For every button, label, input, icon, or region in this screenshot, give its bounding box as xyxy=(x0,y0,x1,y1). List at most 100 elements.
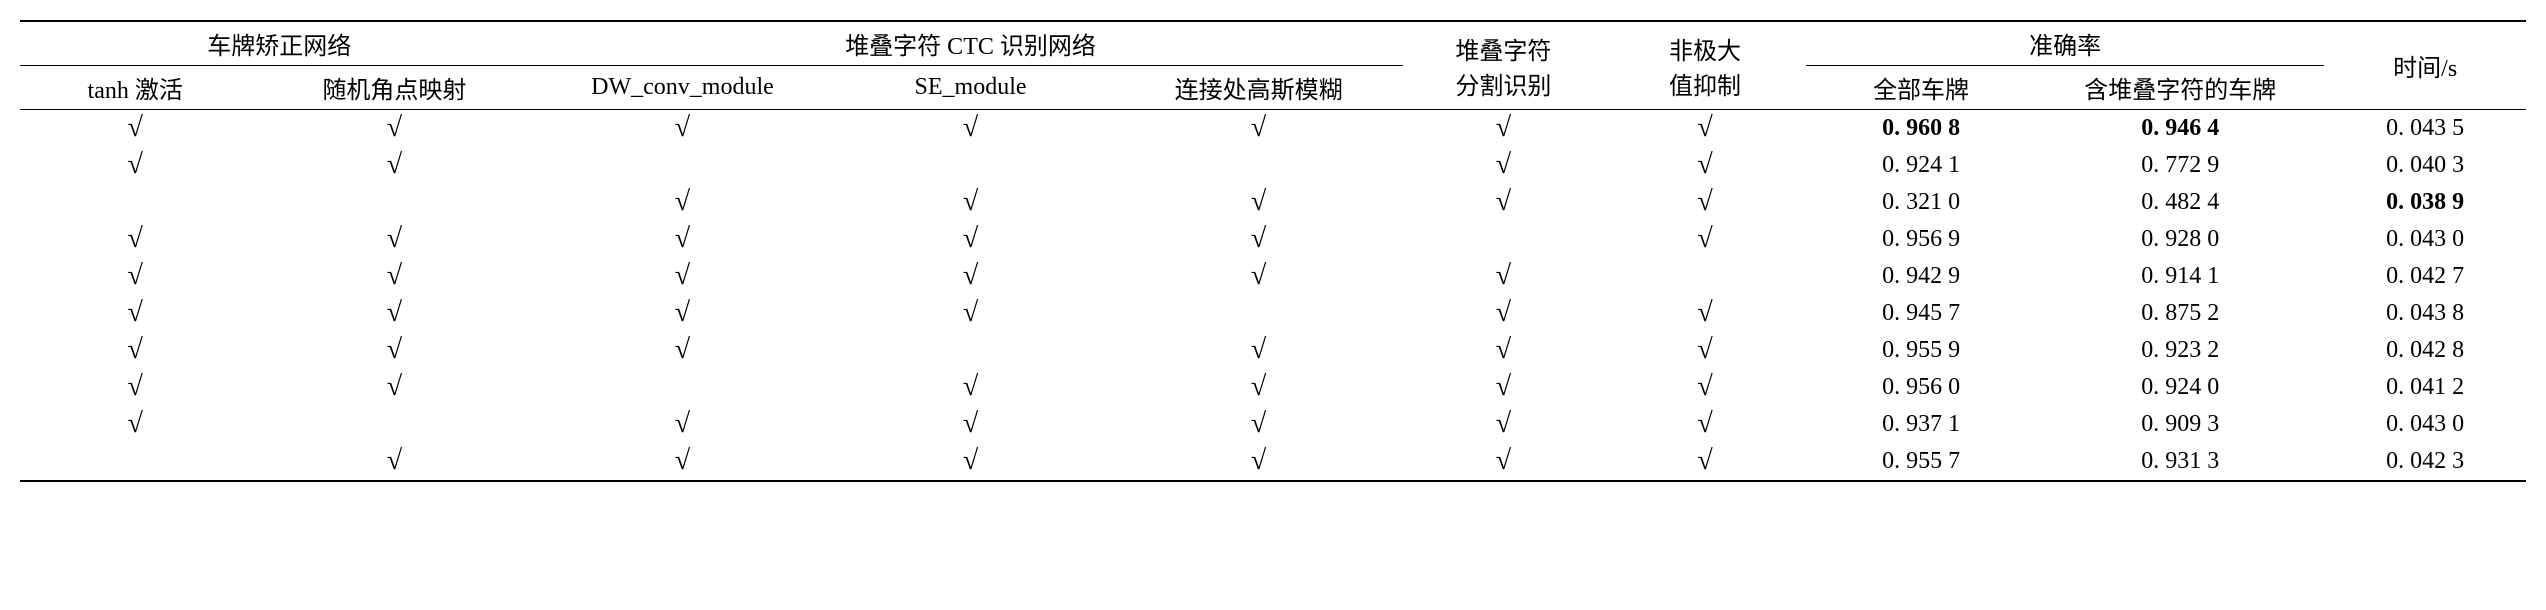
table-row: √√√√√0. 321 00. 482 40. 038 9 xyxy=(20,184,2526,221)
check-cell xyxy=(827,147,1115,184)
accuracy-all-cell: 0. 956 0 xyxy=(1806,369,2036,406)
check-cell: √ xyxy=(1604,295,1806,332)
check-cell: √ xyxy=(20,258,250,295)
time-cell: 0. 043 0 xyxy=(2324,221,2526,258)
header-group-accuracy: 准确率 xyxy=(1806,21,2324,66)
check-cell: √ xyxy=(827,295,1115,332)
check-cell: √ xyxy=(1115,184,1403,221)
check-icon: √ xyxy=(1697,297,1712,328)
check-icon: √ xyxy=(1697,334,1712,365)
check-icon: √ xyxy=(675,445,690,476)
time-cell: 0. 043 8 xyxy=(2324,295,2526,332)
accuracy-stacked-cell: 0. 931 3 xyxy=(2036,443,2324,481)
check-cell xyxy=(20,184,250,221)
table-row: √√√√√√0. 937 10. 909 30. 043 0 xyxy=(20,406,2526,443)
table-row: √√√√√√√0. 960 80. 946 40. 043 5 xyxy=(20,110,2526,148)
check-icon: √ xyxy=(963,186,978,217)
check-icon: √ xyxy=(1251,260,1266,291)
accuracy-stacked-cell: 0. 875 2 xyxy=(2036,295,2324,332)
accuracy-all-cell: 0. 955 7 xyxy=(1806,443,2036,481)
check-cell: √ xyxy=(538,258,826,295)
check-cell xyxy=(1604,258,1806,295)
subheader-gaussian: 连接处高斯模糊 xyxy=(1115,66,1403,110)
check-cell: √ xyxy=(827,369,1115,406)
check-icon: √ xyxy=(387,112,402,143)
check-icon: √ xyxy=(1251,408,1266,439)
check-cell xyxy=(827,332,1115,369)
check-cell: √ xyxy=(1604,406,1806,443)
check-cell xyxy=(250,406,538,443)
check-icon: √ xyxy=(1251,186,1266,217)
check-cell xyxy=(20,443,250,481)
check-cell: √ xyxy=(1403,295,1605,332)
check-icon: √ xyxy=(1697,408,1712,439)
check-cell: √ xyxy=(250,110,538,148)
check-cell: √ xyxy=(20,221,250,258)
check-cell: √ xyxy=(1115,110,1403,148)
check-cell xyxy=(250,184,538,221)
check-cell: √ xyxy=(250,443,538,481)
check-cell: √ xyxy=(1403,184,1605,221)
check-cell: √ xyxy=(1604,443,1806,481)
check-cell: √ xyxy=(1403,443,1605,481)
check-cell: √ xyxy=(1604,332,1806,369)
check-cell: √ xyxy=(1604,369,1806,406)
accuracy-stacked-cell: 0. 772 9 xyxy=(2036,147,2324,184)
table-row: √√√√√√0. 956 90. 928 00. 043 0 xyxy=(20,221,2526,258)
time-cell: 0. 040 3 xyxy=(2324,147,2526,184)
check-cell: √ xyxy=(250,295,538,332)
check-icon: √ xyxy=(1496,297,1511,328)
table-row: √√√√√√0. 942 90. 914 10. 042 7 xyxy=(20,258,2526,295)
check-cell: √ xyxy=(827,110,1115,148)
check-cell: √ xyxy=(538,443,826,481)
table-row: √√√√√√0. 955 70. 931 30. 042 3 xyxy=(20,443,2526,481)
check-cell: √ xyxy=(250,147,538,184)
subheader-acc-all: 全部车牌 xyxy=(1806,66,2036,110)
check-icon: √ xyxy=(128,297,143,328)
header-nms: 非极大 值抑制 xyxy=(1604,21,1806,110)
check-cell xyxy=(1115,147,1403,184)
header-time: 时间/s xyxy=(2324,21,2526,110)
check-cell: √ xyxy=(250,332,538,369)
check-cell: √ xyxy=(20,110,250,148)
accuracy-stacked-cell: 0. 482 4 xyxy=(2036,184,2324,221)
time-cell: 0. 042 7 xyxy=(2324,258,2526,295)
check-icon: √ xyxy=(1697,445,1712,476)
accuracy-stacked-cell: 0. 914 1 xyxy=(2036,258,2324,295)
check-cell: √ xyxy=(20,332,250,369)
check-icon: √ xyxy=(963,297,978,328)
check-icon: √ xyxy=(1697,371,1712,402)
check-cell: √ xyxy=(538,332,826,369)
check-icon: √ xyxy=(1251,223,1266,254)
check-icon: √ xyxy=(963,260,978,291)
accuracy-all-cell: 0. 942 9 xyxy=(1806,258,2036,295)
check-icon: √ xyxy=(387,445,402,476)
check-cell: √ xyxy=(20,369,250,406)
accuracy-stacked-cell: 0. 923 2 xyxy=(2036,332,2324,369)
check-icon: √ xyxy=(963,445,978,476)
check-cell: √ xyxy=(1115,258,1403,295)
check-cell: √ xyxy=(250,369,538,406)
check-icon: √ xyxy=(1496,445,1511,476)
check-icon: √ xyxy=(128,149,143,180)
time-cell: 0. 043 0 xyxy=(2324,406,2526,443)
check-icon: √ xyxy=(1251,371,1266,402)
table-row: √√√√√√0. 955 90. 923 20. 042 8 xyxy=(20,332,2526,369)
check-cell: √ xyxy=(250,258,538,295)
subheader-corner-map: 随机角点映射 xyxy=(250,66,538,110)
accuracy-all-cell: 0. 945 7 xyxy=(1806,295,2036,332)
ablation-table: 车牌矫正网络 堆叠字符 CTC 识别网络 堆叠字符 分割识别 非极大 值抑制 准… xyxy=(20,20,2526,482)
accuracy-all-cell: 0. 937 1 xyxy=(1806,406,2036,443)
check-icon: √ xyxy=(387,149,402,180)
check-cell: √ xyxy=(1115,406,1403,443)
check-cell xyxy=(1403,221,1605,258)
check-cell: √ xyxy=(1403,110,1605,148)
table-row: √√√√0. 924 10. 772 90. 040 3 xyxy=(20,147,2526,184)
check-icon: √ xyxy=(1251,112,1266,143)
check-icon: √ xyxy=(1697,112,1712,143)
check-icon: √ xyxy=(675,408,690,439)
check-cell: √ xyxy=(827,443,1115,481)
accuracy-all-cell: 0. 956 9 xyxy=(1806,221,2036,258)
check-icon: √ xyxy=(1496,112,1511,143)
accuracy-all-cell: 0. 955 9 xyxy=(1806,332,2036,369)
